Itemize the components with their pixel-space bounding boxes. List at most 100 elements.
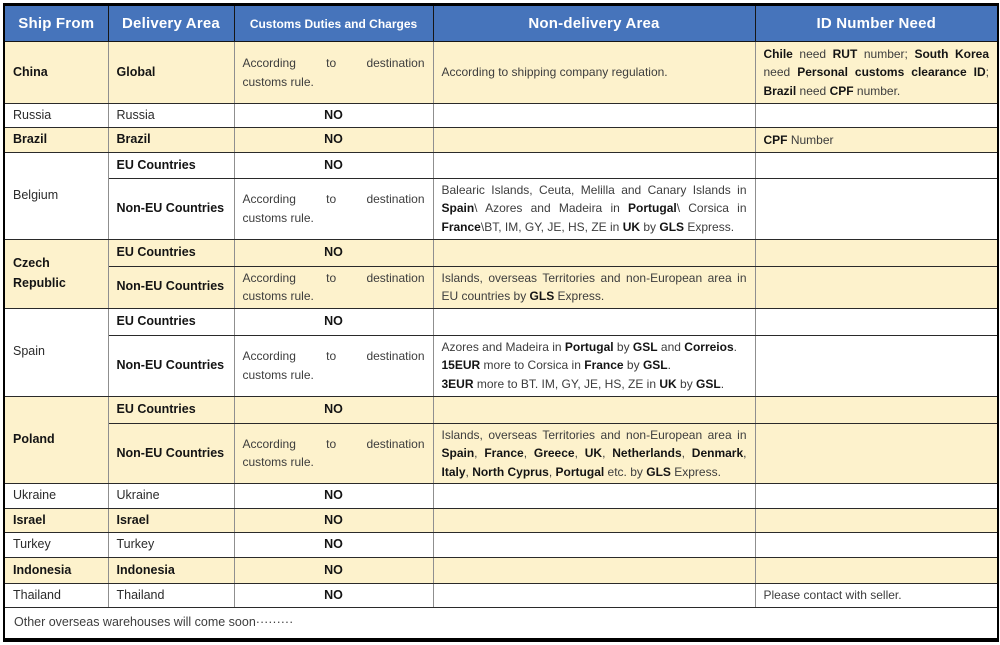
non-delivery-cell: Islands, overseas Territories and non-Eu…	[432, 422, 756, 485]
non-delivery-cell: According to shipping company regulation…	[432, 41, 756, 104]
ship-from-cell: Israel	[3, 507, 109, 534]
ship-from-cell: Belgium	[3, 151, 109, 240]
header-row: Ship From Delivery Area Customs Duties a…	[3, 4, 999, 42]
row-spain-non-eu: Non-EU Countries According to destinatio…	[4, 334, 999, 397]
id-number-cell	[754, 307, 999, 336]
delivery-area-cell: Non-EU Countries	[107, 422, 235, 485]
id-number-cell	[754, 151, 999, 179]
non-delivery-cell	[432, 395, 756, 424]
customs-cell: NO	[233, 483, 434, 509]
delivery-area-cell: Non-EU Countries	[107, 334, 235, 397]
id-number-cell	[754, 334, 999, 397]
customs-cell: According to destination customs rule.	[233, 177, 434, 240]
delivery-area-cell: Non-EU Countries	[107, 177, 235, 240]
customs-cell: NO	[233, 583, 434, 609]
ship-from-cell: Indonesia	[3, 557, 109, 585]
header-cell-delivery-area: Delivery Area	[107, 4, 235, 42]
ship-from-cell: Spain	[3, 307, 109, 397]
customs-line-2: customs rule.	[242, 367, 314, 382]
customs-cell: NO	[233, 557, 434, 585]
ship-from-cell: Russia	[3, 102, 109, 129]
id-number-cell: Chile need RUT number; South Korea need …	[754, 41, 999, 104]
header-cell-ship-from: Ship From	[3, 4, 109, 42]
id-number-cell: Please contact with seller.	[754, 583, 999, 609]
id-number-cell	[754, 483, 999, 509]
delivery-area-cell: EU Countries	[107, 395, 235, 424]
header-cell-non-delivery-area: Non-delivery Area	[432, 4, 756, 42]
row-israel: Israel Israel NO	[3, 507, 999, 534]
row-indonesia: Indonesia Indonesia NO	[3, 557, 999, 585]
customs-cell: According to destination customs rule.	[233, 265, 434, 309]
customs-cell: NO	[233, 395, 434, 424]
delivery-area-cell: Thailand	[107, 583, 235, 609]
delivery-area-cell: Ukraine	[107, 483, 235, 509]
row-thailand: Thailand Thailand NO Please contact with…	[3, 583, 999, 609]
customs-cell: According to destination customs rule.	[233, 334, 434, 397]
delivery-area-cell: Russia	[107, 102, 235, 129]
non-delivery-cell	[432, 483, 756, 509]
delivery-area-cell: EU Countries	[107, 238, 235, 267]
row-belgium-non-eu: Non-EU Countries According to destinatio…	[4, 177, 999, 240]
id-number-cell	[754, 177, 999, 240]
id-number-cell: CPF Number	[754, 127, 999, 153]
ship-from-cell: Turkey	[3, 532, 109, 559]
ship-from-cell: Poland	[3, 395, 109, 485]
non-delivery-cell	[432, 532, 756, 559]
non-delivery-cell	[432, 102, 756, 129]
customs-cell: NO	[233, 238, 434, 267]
row-ukraine: Ukraine Ukraine NO	[3, 483, 999, 509]
row-belgium-eu: Belgium EU Countries NO	[3, 151, 999, 240]
non-delivery-cell	[432, 307, 756, 336]
row-brazil: Brazil Brazil NO CPF Number	[3, 127, 999, 153]
customs-line-1: According to destination	[242, 192, 425, 207]
id-number-cell	[754, 102, 999, 129]
id-number-cell	[754, 395, 999, 424]
row-china: China Global According to destination cu…	[3, 41, 999, 104]
customs-cell: NO	[233, 532, 434, 559]
id-number-cell	[754, 422, 999, 485]
row-footer-note: Other overseas warehouses will come soon…	[3, 607, 999, 641]
customs-cell: NO	[233, 307, 434, 336]
row-spain-eu: Spain EU Countries NO	[3, 307, 999, 397]
ship-from-cell: Czech Republic	[3, 238, 109, 309]
customs-line-1: According to destination	[242, 349, 425, 364]
non-delivery-cell: Islands, overseas Territories and non-Eu…	[432, 265, 756, 309]
customs-line-1: According to destination	[242, 270, 425, 285]
delivery-area-cell: Indonesia	[107, 557, 235, 585]
id-number-cell	[754, 265, 999, 309]
non-delivery-cell: Azores and Madeira in Portugal by GSL an…	[432, 334, 756, 397]
non-delivery-cell	[432, 151, 756, 179]
row-poland-eu: Poland EU Countries NO	[3, 395, 999, 485]
non-delivery-cell	[432, 583, 756, 609]
customs-line-1: According to destination	[242, 55, 425, 70]
delivery-area-cell: Global	[107, 41, 235, 104]
ship-from-cell: Thailand	[3, 583, 109, 609]
row-turkey: Turkey Turkey NO	[3, 532, 999, 559]
non-delivery-cell	[432, 238, 756, 267]
customs-cell: NO	[233, 127, 434, 153]
customs-cell: According to destination customs rule.	[233, 422, 434, 485]
delivery-area-cell: Non-EU Countries	[107, 265, 235, 309]
delivery-area-cell: Israel	[107, 507, 235, 534]
customs-line-2: customs rule.	[242, 289, 314, 304]
delivery-area-cell: Brazil	[107, 127, 235, 153]
delivery-area-cell: EU Countries	[107, 151, 235, 179]
row-czech-eu: Czech Republic EU Countries NO	[3, 238, 999, 309]
customs-cell: NO	[233, 102, 434, 129]
delivery-area-cell: Turkey	[107, 532, 235, 559]
ship-from-cell: Ukraine	[3, 483, 109, 509]
customs-cell: According to destination customs rule.	[233, 41, 434, 104]
row-czech-non-eu: Non-EU Countries According to destinatio…	[4, 265, 999, 309]
non-delivery-cell	[432, 557, 756, 585]
footer-note: Other overseas warehouses will come soon…	[3, 607, 999, 641]
id-number-cell	[754, 557, 999, 585]
id-number-cell	[754, 238, 999, 267]
header-cell-id-number-need: ID Number Need	[754, 4, 999, 42]
delivery-area-cell: EU Countries	[107, 307, 235, 336]
non-delivery-cell	[432, 127, 756, 153]
customs-line-2: customs rule.	[242, 455, 314, 470]
customs-line-2: customs rule.	[242, 74, 314, 89]
customs-line-2: customs rule.	[242, 210, 314, 225]
id-number-cell	[754, 507, 999, 534]
header-cell-customs-duties: Customs Duties and Charges	[233, 4, 434, 42]
